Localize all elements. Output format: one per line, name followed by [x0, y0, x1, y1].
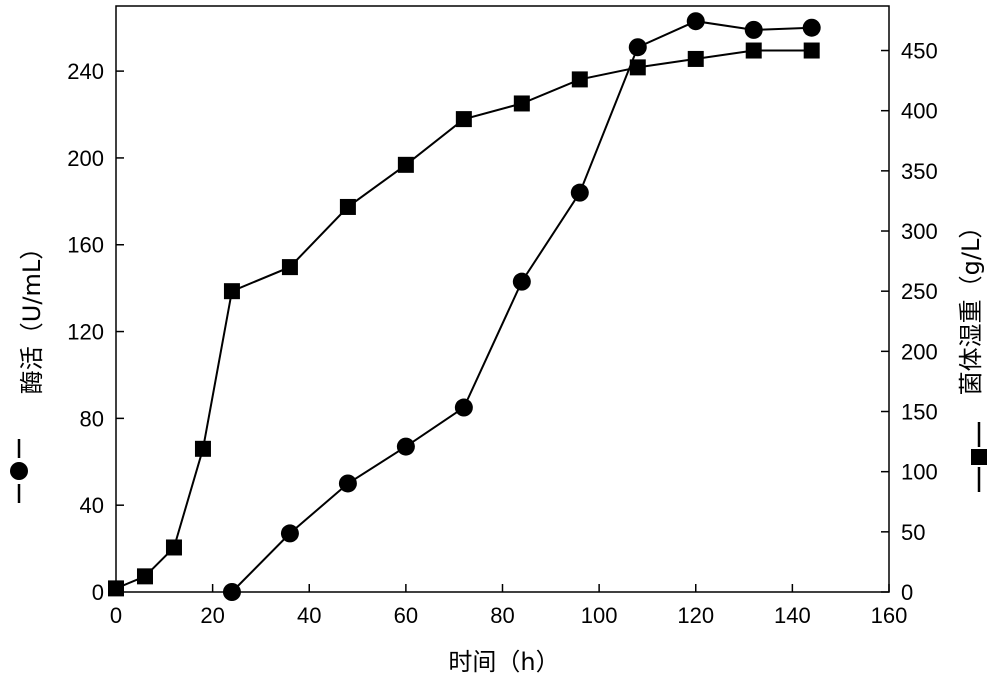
left-y-tick-label: 80 — [80, 406, 104, 431]
circle-data-point — [802, 18, 821, 37]
right-legend-key — [971, 422, 987, 492]
circle-data-point — [570, 183, 589, 202]
square-data-point — [745, 42, 762, 59]
x-tick-label: 20 — [200, 603, 224, 628]
square-data-point — [513, 95, 530, 112]
right-y-axis-title: 菌体湿重（g/L） — [957, 215, 985, 396]
left-y-tick-label: 240 — [67, 59, 104, 84]
x-tick-label: 160 — [871, 603, 908, 628]
left-y-tick-label: 200 — [67, 146, 104, 171]
square-series-line — [115, 49, 812, 590]
square-data-point — [629, 59, 646, 76]
square-data-point — [223, 283, 240, 300]
left-y-tick-label: 160 — [67, 233, 104, 258]
square-data-point — [108, 580, 124, 597]
circle-marker-icon — [10, 462, 28, 480]
x-axis-title: 时间（h） — [448, 648, 559, 676]
x-tick-label: 140 — [774, 603, 811, 628]
x-tick-label: 0 — [110, 603, 122, 628]
right-y-tick-label: 50 — [901, 520, 925, 545]
square-data-point — [571, 71, 588, 88]
circle-data-point — [686, 12, 705, 31]
right-y-tick-label: 150 — [901, 400, 938, 425]
right-y-axis-ticks: 0 50 100 150 200 250 300 350 400 450 — [881, 39, 938, 605]
square-data-point — [803, 42, 820, 59]
right-y-tick-label: 350 — [901, 159, 938, 184]
square-marker-icon — [971, 449, 987, 465]
square-data-point — [194, 440, 211, 457]
right-y-tick-label: 200 — [901, 339, 938, 364]
right-y-tick-label: 300 — [901, 219, 938, 244]
circle-data-point — [628, 38, 647, 57]
x-tick-label: 60 — [394, 603, 418, 628]
right-y-tick-label: 400 — [901, 99, 938, 124]
right-y-tick-label: 450 — [901, 39, 938, 64]
circle-data-point — [222, 583, 241, 601]
square-data-point — [165, 539, 182, 556]
circle-data-point — [280, 524, 299, 543]
square-data-point — [687, 50, 704, 67]
square-data-point — [281, 259, 298, 276]
square-data-point — [339, 198, 356, 215]
series-layer — [108, 12, 821, 601]
left-y-tick-label: 0 — [92, 580, 104, 605]
square-data-point — [136, 568, 153, 585]
x-tick-label: 40 — [297, 603, 321, 628]
x-tick-label: 100 — [581, 603, 618, 628]
left-y-axis-ticks: 0 40 80 120 160 200 240 — [67, 59, 124, 605]
x-tick-label: 120 — [677, 603, 714, 628]
x-tick-label: 80 — [490, 603, 514, 628]
circle-data-point — [454, 398, 473, 417]
left-y-tick-label: 120 — [67, 320, 104, 345]
left-y-tick-label: 40 — [80, 493, 104, 518]
circle-data-point — [338, 474, 357, 493]
x-axis-ticks: 0 20 40 60 80 100 120 140 160 — [110, 584, 907, 628]
left-y-axis-title: 酶活（U/mL） — [18, 236, 46, 394]
square-data-point — [397, 156, 414, 173]
square-data-point — [455, 111, 472, 128]
right-y-tick-label: 250 — [901, 279, 938, 304]
right-y-tick-label: 100 — [901, 460, 938, 485]
circle-data-point — [512, 272, 531, 291]
circle-data-point — [396, 437, 415, 456]
left-legend-key — [10, 439, 28, 503]
right-y-tick-label: 0 — [901, 580, 913, 605]
circle-data-point — [744, 20, 763, 39]
